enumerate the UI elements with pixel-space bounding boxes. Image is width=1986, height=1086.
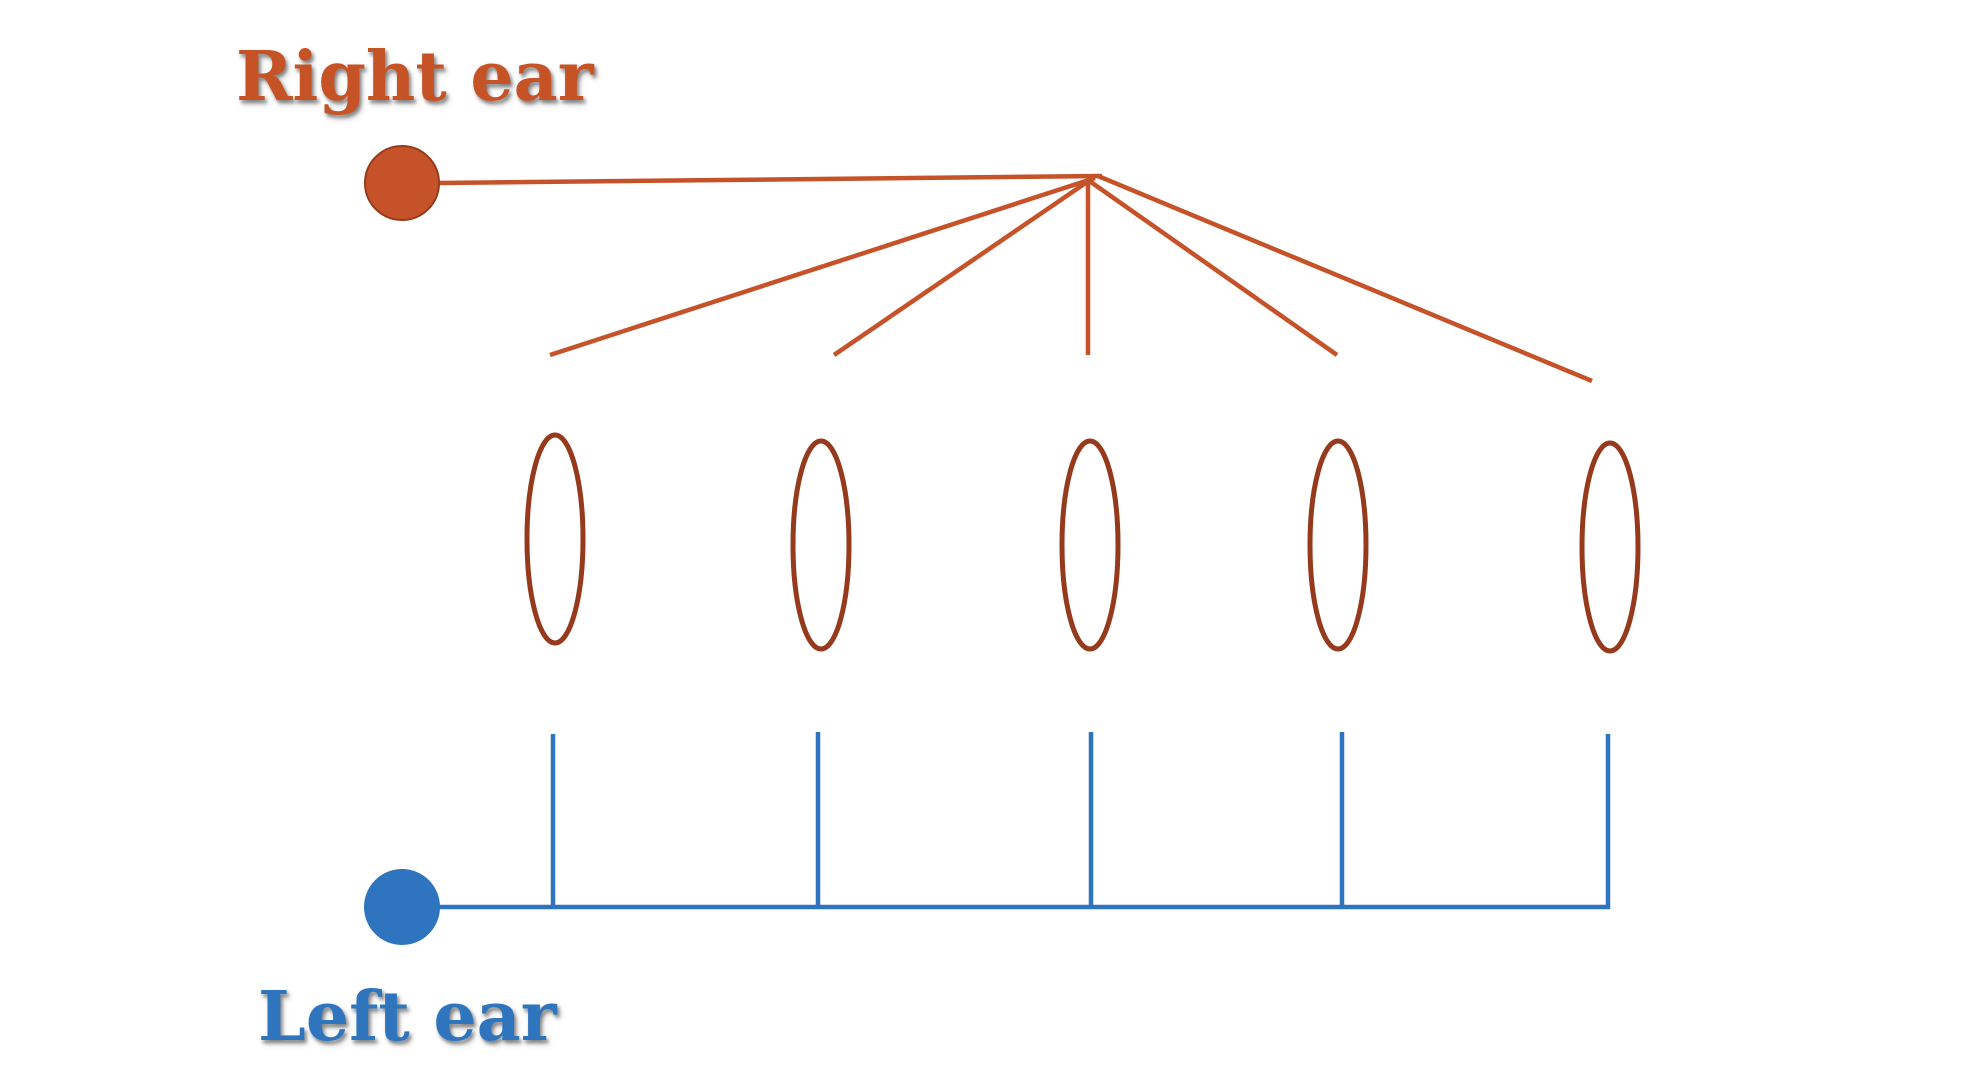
ellipse-5: [1579, 440, 1641, 654]
ellipse-row: [524, 432, 1641, 654]
right-fan-line-2: [832, 178, 1092, 357]
ellipse-3: [1059, 438, 1121, 652]
ellipse-2: [790, 438, 852, 652]
right-fan-line-1: [549, 175, 1096, 358]
left-ear-label: Left ear: [258, 977, 558, 1057]
right-ear-trunk-line: [437, 173, 1103, 186]
right-ear-node: [364, 145, 440, 221]
right-ear-label: Right ear: [236, 37, 595, 117]
left-ear-connections: [438, 732, 1611, 910]
ellipse-4: [1307, 438, 1369, 652]
ellipse-1: [524, 432, 586, 646]
right-fan-line-4: [1086, 178, 1339, 357]
right-fan-line-5: [1097, 173, 1593, 384]
left-ear-node: [364, 869, 440, 945]
right-ear-connections: [437, 173, 1593, 384]
